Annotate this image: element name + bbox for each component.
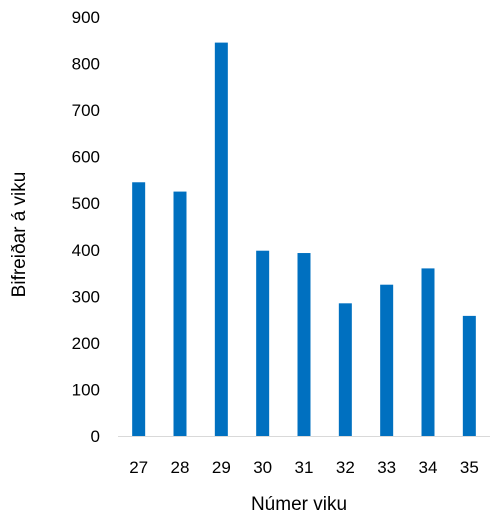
x-tick-label: 31	[295, 458, 314, 477]
bar-week-35	[462, 315, 476, 436]
y-axis-title: Bifreiðar á viku	[9, 172, 30, 298]
y-tick-label: 600	[72, 148, 100, 167]
x-tick-label: 30	[253, 458, 272, 477]
x-tick-label: 27	[129, 458, 148, 477]
y-tick-label: 0	[91, 427, 100, 446]
x-tick-label: 33	[377, 458, 396, 477]
x-tick-label: 34	[419, 458, 438, 477]
bar-week-31	[297, 253, 311, 436]
y-tick-label: 500	[72, 194, 100, 213]
x-axis-title: Númer viku	[251, 494, 347, 515]
bar-week-32	[338, 303, 352, 436]
bar-week-28	[173, 191, 187, 436]
y-tick-label: 700	[72, 101, 100, 120]
y-tick-label: 300	[72, 287, 100, 306]
bar-week-27	[132, 182, 146, 436]
bars	[132, 42, 476, 436]
x-tick-label: 28	[171, 458, 190, 477]
x-tick-label: 32	[336, 458, 355, 477]
y-tick-label: 400	[72, 241, 100, 260]
bar-week-30	[256, 250, 270, 436]
y-tick-label: 900	[72, 8, 100, 27]
y-tick-label: 800	[72, 55, 100, 74]
x-tick-label: 29	[212, 458, 231, 477]
bar-week-29	[214, 42, 228, 436]
y-tick-label: 100	[72, 380, 100, 399]
x-tick-label: 35	[460, 458, 479, 477]
y-axis-ticks: 0 100 200 300 400 500 600 700 800 900	[72, 8, 100, 446]
bar-week-34	[421, 268, 435, 436]
y-tick-label: 200	[72, 334, 100, 353]
x-axis-ticks: 27 28 29 30 31 32 33 34 35	[129, 458, 479, 477]
bar-week-33	[380, 284, 394, 436]
